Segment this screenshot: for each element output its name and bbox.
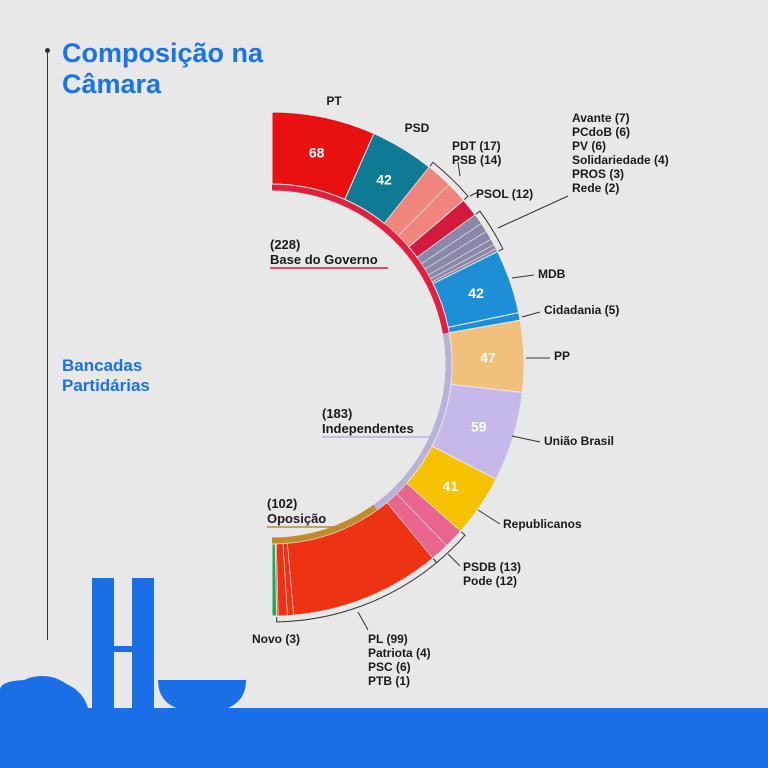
value-label-pt: 68 — [309, 145, 325, 161]
leader-psdb-pode — [447, 553, 461, 567]
party-label-pt: PT — [326, 94, 342, 108]
bracket-pdt-psb — [429, 161, 469, 200]
bloc-arc-oposicao — [271, 504, 379, 547]
bloc-count-independentes: (183) — [322, 406, 352, 421]
leader-pdt-psb — [457, 161, 461, 177]
group-label-small-2: PV (6) — [572, 139, 606, 153]
group-label-psdb-pode-0: PSDB (13) — [463, 560, 521, 574]
group-label-small-0: Avante (7) — [572, 111, 630, 125]
party-label-novo: Novo (3) — [252, 632, 300, 646]
congress-logo-icon — [0, 578, 768, 768]
bloc-name-independentes: Independentes — [322, 421, 414, 436]
value-label-uniao-brasil: 59 — [471, 419, 487, 435]
group-label-pdt-psb-0: PDT (17) — [452, 139, 501, 153]
value-label-psd: 42 — [376, 171, 392, 187]
party-label-republicanos: Republicanos — [503, 517, 582, 531]
group-label-psdb-pode-1: Pode (12) — [463, 574, 517, 588]
value-label-mdb: 42 — [468, 285, 484, 301]
bloc-name-oposicao: Oposição — [267, 511, 326, 526]
group-label-small-4: PROS (3) — [572, 167, 624, 181]
bracket-pl — [276, 558, 438, 623]
leader-small — [497, 195, 569, 229]
party-label-pp: PP — [554, 349, 570, 363]
leader-psol — [469, 191, 479, 197]
bloc-count-base-do-governo: (228) — [270, 237, 300, 252]
group-label-small-5: Rede (2) — [572, 181, 619, 195]
party-label-mdb: MDB — [538, 267, 566, 281]
bloc-arc-base-do-governo — [271, 181, 452, 334]
chart-subtitle: Bancadas Partidárias — [62, 356, 150, 395]
page-title: Composição na Câmara — [62, 38, 264, 99]
party-label-psd: PSD — [405, 121, 430, 135]
leader-pl — [357, 611, 369, 631]
leader-uniao-brasil — [511, 435, 541, 443]
group-label-pl-0: PL (99) — [368, 632, 408, 646]
leader-mdb — [511, 274, 535, 279]
group-label-small-3: Solidariedade (4) — [572, 153, 669, 167]
value-label-republicanos: 41 — [442, 478, 458, 494]
bloc-arc-independentes — [373, 332, 455, 513]
bracket-small — [475, 210, 504, 252]
party-label-cidadania: Cidadania (5) — [544, 303, 619, 317]
group-label-pl-2: PSC (6) — [368, 660, 411, 674]
title-rule — [47, 52, 48, 640]
party-label-uniao-brasil: União Brasil — [544, 434, 614, 448]
leader-republicanos — [477, 509, 501, 525]
segment-novo — [271, 543, 278, 617]
group-label-small-1: PCdoB (6) — [572, 125, 630, 139]
bloc-count-oposicao: (102) — [267, 496, 297, 511]
party-label-psol: PSOL (12) — [476, 187, 533, 201]
title-rule-dot — [45, 48, 50, 53]
leader-cidadania — [521, 311, 541, 318]
bloc-name-base-do-governo: Base do Governo — [270, 252, 378, 267]
value-label-pp: 47 — [480, 349, 496, 365]
group-label-pl-3: PTB (1) — [368, 674, 410, 688]
group-label-pdt-psb-1: PSB (14) — [452, 153, 501, 167]
group-label-pl-1: Patriota (4) — [368, 646, 431, 660]
